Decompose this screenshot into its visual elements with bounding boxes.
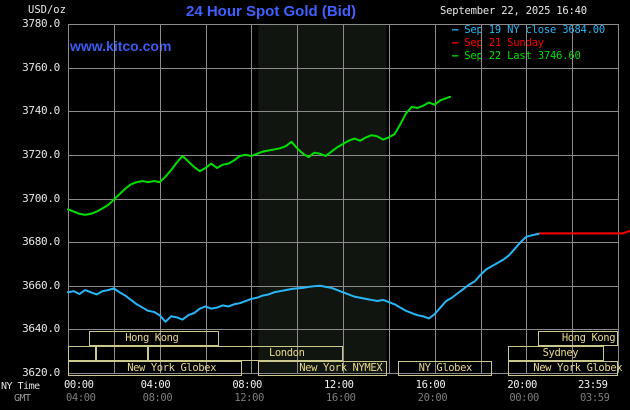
session-box-new-york-globex bbox=[508, 361, 618, 376]
y-tick-label: 3680.0 bbox=[22, 235, 60, 249]
y-tick-label: 3700.0 bbox=[22, 191, 60, 205]
y-tick-label: 3740.0 bbox=[22, 104, 60, 118]
session-box- bbox=[68, 346, 96, 361]
session-box-hong-kong bbox=[537, 331, 618, 346]
shaded-session-region bbox=[258, 24, 387, 373]
legend-label-1: Sep 21 Sunday bbox=[464, 37, 544, 49]
session-label: Hong Kong bbox=[561, 332, 616, 344]
legend-item-2: – Sep 22 Last 3746.60 bbox=[452, 50, 605, 63]
session-box-ny-globex bbox=[398, 361, 492, 376]
y-tick-label: 3620.0 bbox=[22, 366, 60, 379]
legend: – Sep 19 NY close 3684.00– Sep 21 Sunday… bbox=[452, 24, 605, 63]
x-tick-ny: 23:59 bbox=[578, 379, 608, 391]
legend-marker-1: – bbox=[452, 37, 465, 49]
legend-item-0: – Sep 19 NY close 3684.00 bbox=[452, 24, 605, 37]
series-line-2 bbox=[67, 95, 452, 216]
session-box-new-york-globex bbox=[68, 361, 243, 376]
x-tick-gmt: 16:00 bbox=[326, 392, 356, 404]
page-title: 24 Hour Spot Gold (Bid) bbox=[186, 3, 356, 20]
session-label: NY Globex bbox=[418, 362, 473, 374]
session-label: New York Globex bbox=[533, 362, 623, 374]
x-tick-ny: 00:00 bbox=[64, 379, 94, 391]
x-tick-ny: 20:00 bbox=[507, 379, 537, 391]
watermark: www.kitco.com bbox=[70, 38, 172, 54]
x-tick-gmt: 04:00 bbox=[66, 392, 96, 404]
session-label: Hong Kong bbox=[125, 332, 179, 344]
legend-item-1: – Sep 21 Sunday bbox=[452, 37, 605, 50]
x-tick-gmt: 03:59 bbox=[580, 392, 610, 404]
x-tick-gmt: 08:00 bbox=[142, 392, 173, 404]
y-tick-label: 3720.0 bbox=[22, 147, 60, 161]
legend-label-2: Sep 22 Last 3746.60 bbox=[464, 50, 581, 62]
x-tick-gmt: 00:00 bbox=[509, 392, 539, 404]
legend-label-0: Sep 19 NY close 3684.00 bbox=[464, 24, 606, 36]
session-label: Sydney bbox=[542, 347, 579, 359]
session-box- bbox=[95, 346, 149, 361]
timestamp: September 22, 2025 16:40 bbox=[440, 5, 587, 17]
x-axis-row1-name: NY Time bbox=[1, 381, 40, 392]
session-label: New York NYMEX bbox=[299, 362, 383, 374]
series-line-1 bbox=[539, 229, 630, 235]
y-tick-label: 3780.0 bbox=[22, 17, 60, 30]
x-tick-ny: 12:00 bbox=[324, 379, 354, 391]
y-tick-label: 3660.0 bbox=[22, 278, 60, 292]
y-axis-unit-label: USD/oz bbox=[28, 4, 66, 16]
x-tick-ny: 16:00 bbox=[415, 379, 446, 391]
x-tick-gmt: 20:00 bbox=[417, 392, 448, 404]
x-tick-ny: 08:00 bbox=[232, 379, 262, 391]
x-axis-row2-name: GMT bbox=[14, 393, 31, 404]
legend-marker-0: – bbox=[452, 24, 465, 36]
y-tick-label: 3760.0 bbox=[22, 60, 60, 74]
x-tick-ny: 04:00 bbox=[140, 379, 171, 391]
legend-marker-2: – bbox=[452, 50, 465, 62]
y-tick-label: 3640.0 bbox=[22, 322, 60, 336]
session-label: New York Globex bbox=[127, 362, 217, 374]
session-box-sydney bbox=[508, 346, 605, 361]
x-tick-gmt: 12:00 bbox=[234, 392, 264, 404]
series-line-0 bbox=[67, 232, 542, 323]
session-box-hong-kong bbox=[88, 331, 220, 346]
session-label: London bbox=[268, 347, 305, 359]
session-box-london bbox=[148, 346, 343, 361]
session-box-new-york-nymex bbox=[258, 361, 387, 376]
